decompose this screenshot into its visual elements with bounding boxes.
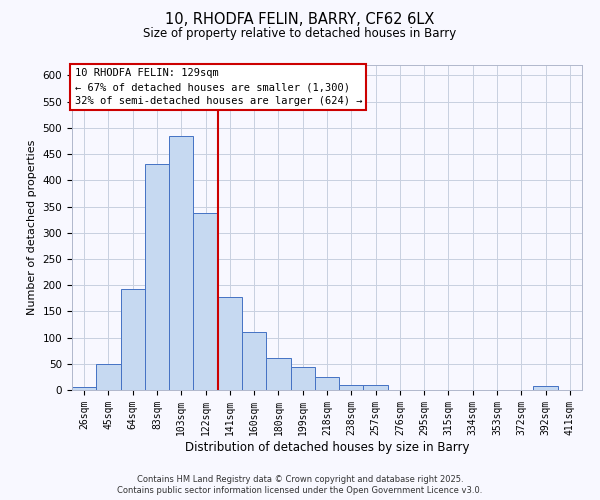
Text: 10, RHODFA FELIN, BARRY, CF62 6LX: 10, RHODFA FELIN, BARRY, CF62 6LX (166, 12, 434, 28)
Bar (121, 290, 145, 390)
Bar (169, 136, 193, 390)
Bar (242, 332, 266, 390)
Bar (339, 385, 364, 390)
Bar (364, 385, 388, 390)
Y-axis label: Number of detached properties: Number of detached properties (27, 140, 37, 315)
Bar (193, 213, 218, 390)
Text: Contains public sector information licensed under the Open Government Licence v3: Contains public sector information licen… (118, 486, 482, 495)
Bar (145, 164, 169, 390)
Text: 10 RHODFA FELIN: 129sqm
← 67% of detached houses are smaller (1,300)
32% of semi: 10 RHODFA FELIN: 129sqm ← 67% of detache… (74, 68, 362, 106)
Bar (315, 377, 339, 390)
Bar (72, 388, 96, 390)
Bar (96, 364, 121, 390)
Text: Size of property relative to detached houses in Barry: Size of property relative to detached ho… (143, 28, 457, 40)
Bar (266, 358, 290, 390)
X-axis label: Distribution of detached houses by size in Barry: Distribution of detached houses by size … (185, 440, 469, 454)
Text: Contains HM Land Registry data © Crown copyright and database right 2025.: Contains HM Land Registry data © Crown c… (137, 475, 463, 484)
Bar (218, 296, 242, 390)
Bar (533, 386, 558, 390)
Bar (290, 367, 315, 390)
